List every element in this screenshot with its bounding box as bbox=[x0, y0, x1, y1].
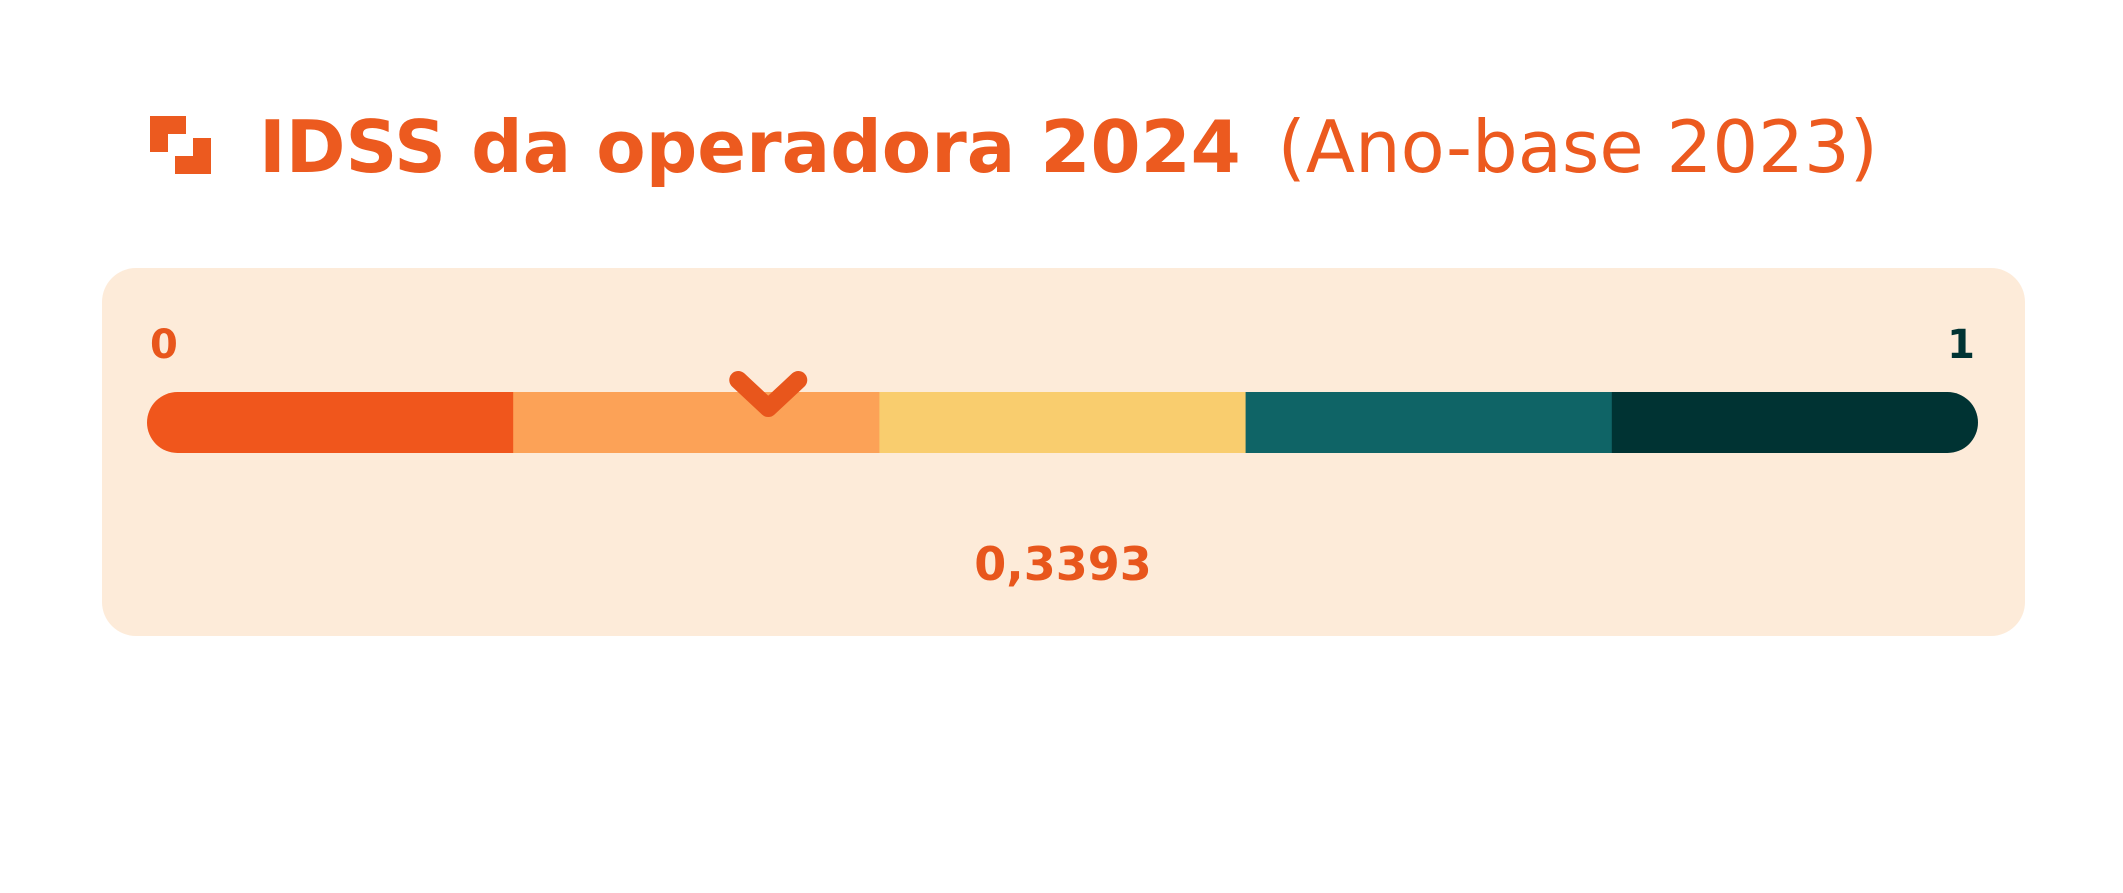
title: IDSS da operadora 2024 (Ano-base 2023) bbox=[259, 105, 1878, 189]
gauge-max-label: 1 bbox=[1947, 322, 1975, 368]
gauge-bar bbox=[147, 392, 1978, 453]
gauge-min-label: 0 bbox=[150, 322, 178, 368]
gauge-segment bbox=[879, 392, 1247, 453]
gauge-value-label: 0,3393 bbox=[974, 537, 1152, 591]
title-main: IDSS da operadora 2024 bbox=[259, 105, 1241, 189]
gauge-marker bbox=[729, 371, 808, 417]
gauge-segment bbox=[1245, 392, 1613, 453]
title-sub: (Ano-base 2023) bbox=[1278, 105, 1878, 189]
gauge-segment bbox=[513, 392, 880, 453]
title-icon bbox=[150, 116, 211, 174]
gauge-segment bbox=[1611, 392, 1978, 453]
gauge-segment bbox=[147, 392, 514, 453]
